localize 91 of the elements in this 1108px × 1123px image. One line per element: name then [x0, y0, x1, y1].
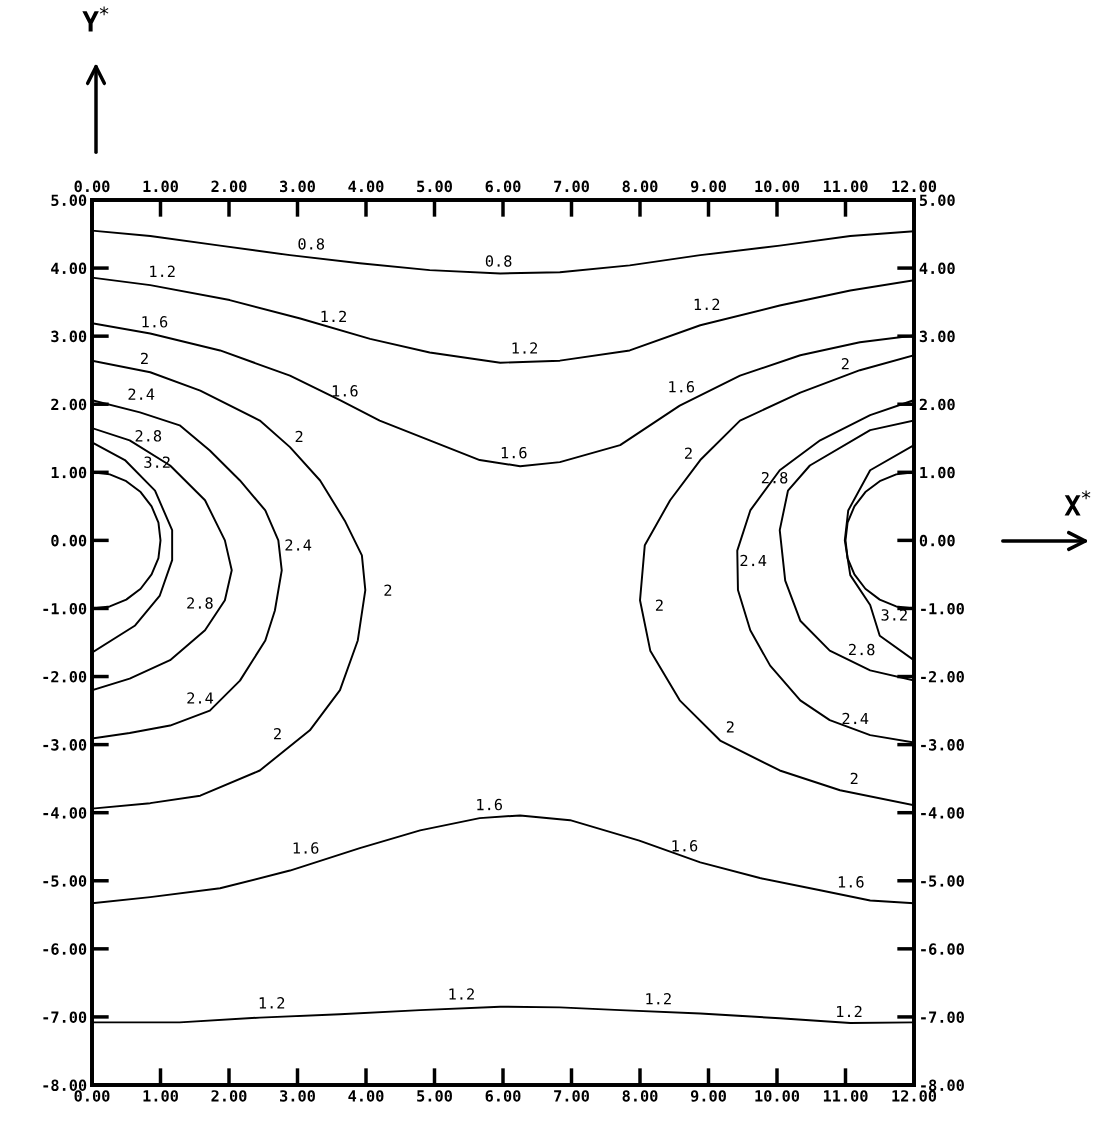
- annotation: 2.4: [740, 554, 767, 567]
- y-tick-label: -5.00: [43, 875, 87, 887]
- annotation: 2: [655, 599, 663, 611]
- x2-tick-label: 6.00: [485, 180, 521, 193]
- y-tick-label: -8.00: [43, 1079, 87, 1092]
- y2-tick-label: 0.00: [919, 534, 955, 547]
- y-tick-label: 0.00: [51, 534, 87, 547]
- annotation: 1.2: [150, 265, 175, 277]
- y-tick-label: -6.00: [43, 943, 87, 955]
- x-tick-label: 1.00: [143, 1090, 178, 1102]
- annotation: 2: [841, 358, 849, 370]
- x-tick-label: 6.00: [485, 1090, 521, 1102]
- annotation: 1.6: [477, 798, 503, 811]
- y2-tick-label: -7.00: [921, 1011, 964, 1023]
- annotation: 2.8: [187, 597, 213, 609]
- x-tick-label: 0.00: [74, 1090, 110, 1102]
- x2-tick-label: 7.00: [554, 180, 589, 193]
- annotation: 1.2: [646, 993, 671, 1005]
- annotation: 0.8: [298, 238, 325, 250]
- y-tick-label: 1.00: [51, 466, 87, 479]
- annotation: 2: [141, 352, 148, 364]
- y2-tick-label: 3.00: [919, 330, 955, 343]
- annotation: 1.6: [142, 316, 168, 328]
- x-tick-label: 7.00: [554, 1090, 589, 1102]
- annotation: 2: [274, 727, 281, 740]
- annotation: 0.8: [485, 255, 512, 267]
- annotation: 2.4: [285, 539, 312, 551]
- annotation: 2.4: [128, 388, 155, 400]
- annotation: 1.6: [501, 446, 527, 459]
- annotation: 1.2: [694, 298, 720, 310]
- y2-tick-label: -5.00: [921, 875, 964, 887]
- x-axis-title: X$^{*}$: [1064, 490, 1091, 516]
- text: Y$^{*}$: [82, 6, 109, 32]
- annotation: 2.4: [187, 692, 214, 704]
- annotation: 2: [850, 772, 858, 784]
- annotation: 2: [384, 584, 392, 596]
- annotation: 1.6: [669, 380, 695, 393]
- y2-tick-label: 4.00: [919, 262, 955, 275]
- y2-tick-label: -1.00: [921, 602, 964, 615]
- annotation: 2.8: [848, 643, 875, 656]
- annotation: 1.6: [332, 385, 358, 397]
- x2-tick-label: 10.00: [755, 180, 800, 193]
- y2-tick-label: 5.00: [919, 194, 955, 207]
- x-tick-label: 10.00: [755, 1090, 800, 1102]
- x-tick-label: 5.00: [417, 1090, 452, 1102]
- y2-tick-label: -2.00: [921, 671, 964, 683]
- y2-tick-label: -3.00: [921, 739, 964, 751]
- annotation: 2: [726, 721, 734, 733]
- y2-tick-label: -6.00: [921, 943, 964, 955]
- annotation: 1.2: [259, 997, 285, 1009]
- annotation: 1.2: [512, 342, 538, 354]
- y2-tick-label: -8.00: [921, 1079, 964, 1092]
- x-tick-label: 2.00: [211, 1090, 247, 1102]
- x-tick-label: 8.00: [622, 1090, 658, 1102]
- x2-tick-label: 3.00: [280, 180, 315, 193]
- y2-tick-label: 2.00: [919, 398, 955, 411]
- x2-tick-label: 11.00: [823, 180, 868, 193]
- annotation: 2: [685, 447, 692, 459]
- x2-tick-label: 2.00: [211, 180, 247, 193]
- y2-tick-label: 1.00: [920, 466, 955, 479]
- annotation: 2.4: [842, 712, 869, 725]
- annotation: 2.8: [135, 430, 162, 442]
- annotation: 1.2: [321, 310, 346, 322]
- y-tick-label: -7.00: [43, 1011, 87, 1023]
- x-tick-label: 11.00: [823, 1090, 868, 1102]
- annotation: 2: [295, 430, 303, 443]
- y-tick-label: 5.00: [51, 194, 87, 207]
- x2-tick-label: 5.00: [417, 180, 452, 193]
- x2-tick-label: 4.00: [348, 180, 384, 193]
- annotation: 1.6: [293, 842, 319, 854]
- annotation: 1.6: [838, 876, 864, 888]
- y2-tick-label: -4.00: [921, 807, 964, 819]
- x2-tick-label: 9.00: [690, 180, 726, 193]
- y-tick-label: -1.00: [43, 602, 87, 615]
- x2-tick-label: 8.00: [622, 180, 658, 193]
- y-tick-label: -4.00: [43, 807, 87, 819]
- x-tick-label: 3.00: [280, 1090, 315, 1102]
- x-tick-label: 4.00: [348, 1090, 384, 1102]
- x-tick-label: 9.00: [690, 1090, 726, 1102]
- y-tick-label: 4.00: [51, 262, 87, 275]
- annotation: 1.2: [837, 1005, 862, 1018]
- annotation: 1.6: [672, 840, 698, 852]
- y-tick-label: -3.00: [43, 739, 87, 751]
- y-tick-label: 2.00: [51, 398, 87, 411]
- x2-tick-label: 12.00: [892, 180, 937, 193]
- y-tick-label: -2.00: [43, 671, 87, 683]
- x-tick-label: 12.00: [892, 1090, 937, 1102]
- y-tick-label: 3.00: [51, 330, 87, 343]
- x2-tick-label: 1.00: [143, 180, 178, 193]
- x2-tick-label: 0.00: [74, 180, 110, 193]
- annotation: 1.2: [449, 988, 474, 1000]
